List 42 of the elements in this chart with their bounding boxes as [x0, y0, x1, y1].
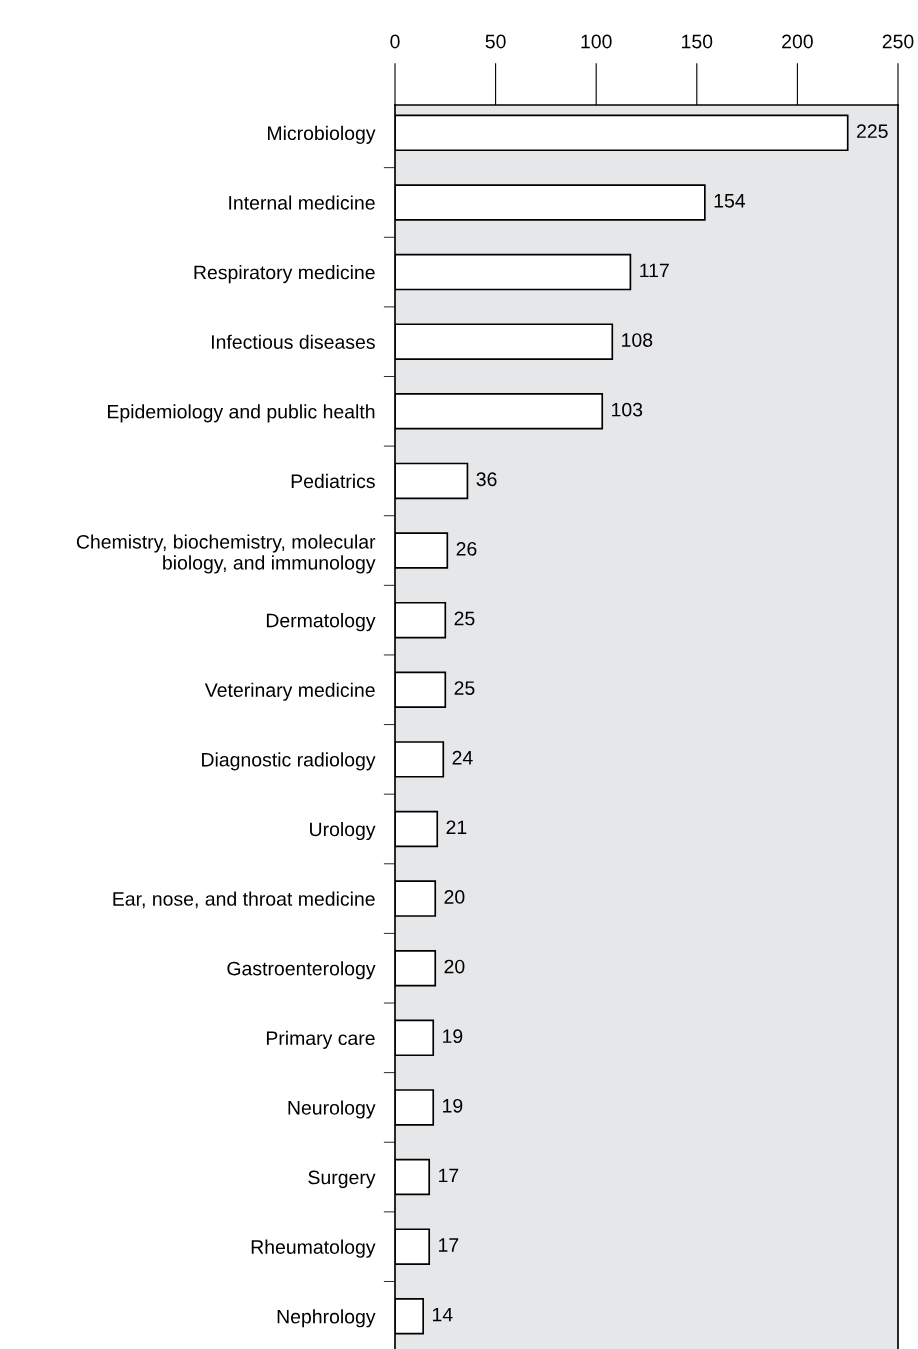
x-tick-label: 150 — [682, 34, 713, 49]
data-label: 17 — [439, 1238, 459, 1252]
data-label: 19 — [443, 1029, 463, 1044]
y-tick-label: Chemistry, biochemistry, molecular biology, and immunology — [76, 534, 376, 574]
data-label: 25 — [454, 611, 475, 626]
y-tick-label: Diagnostic radiology — [202, 752, 376, 771]
data-label: 25 — [454, 681, 475, 695]
data-label: 103 — [612, 402, 643, 417]
y-tick-label: Epidemiology and public health — [108, 404, 375, 423]
data-label: 19 — [443, 1098, 463, 1113]
data-label: 26 — [456, 541, 477, 556]
x-tick-label: 250 — [882, 34, 914, 49]
data-label: 36 — [476, 472, 497, 487]
data-label: 117 — [640, 263, 669, 278]
x-tick-label: 100 — [581, 34, 612, 49]
data-label: 154 — [714, 194, 746, 208]
x-tick-label: 50 — [485, 34, 506, 49]
y-tick-label: Dermatology — [266, 613, 376, 632]
data-label: 108 — [622, 333, 653, 347]
data-label: 21 — [446, 820, 467, 835]
data-label: 225 — [857, 124, 888, 139]
y-tick-label: Neurology — [288, 1100, 376, 1119]
data-label: 20 — [444, 890, 465, 904]
y-tick-label: Surgery — [308, 1170, 376, 1189]
x-tick-label: 0 — [390, 34, 400, 49]
y-tick-label: Nephrology — [277, 1309, 376, 1328]
y-tick-label: Microbiology — [268, 125, 376, 144]
data-label: 20 — [444, 959, 465, 974]
y-tick-label: Pediatrics — [291, 473, 375, 489]
data-label: 24 — [452, 750, 473, 765]
y-tick-label: Infectious diseases — [211, 334, 375, 349]
y-tick-label: Internal medicine — [229, 195, 375, 210]
y-tick-label: Respiratory medicine — [194, 265, 375, 284]
x-tick-label: 200 — [782, 34, 813, 49]
y-tick-label: Primary care — [266, 1030, 375, 1049]
data-label: 17 — [439, 1168, 459, 1183]
y-tick-label: Ear, nose, and throat medicine — [113, 891, 375, 909]
y-tick-label: Veterinary medicine — [204, 682, 375, 701]
data-label: 14 — [432, 1307, 453, 1322]
y-tick-label: Urology — [310, 821, 376, 841]
y-tick-label: Rheumatology — [251, 1239, 376, 1258]
y-tick-label: Gastroenterology — [227, 961, 376, 980]
